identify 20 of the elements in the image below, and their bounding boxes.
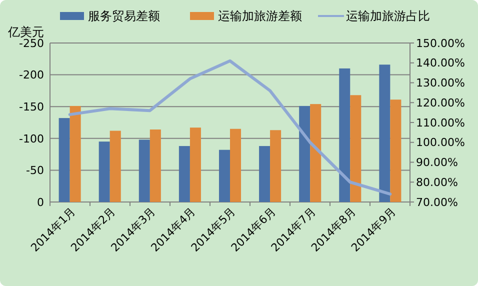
y-tick-label: -200	[19, 68, 44, 82]
y2-tick-label: 70.00%	[416, 196, 458, 209]
legend-label: 运输加旅游差额	[218, 9, 302, 24]
y-axis-title: 亿美元	[7, 25, 44, 39]
y-tick-label: -100	[19, 132, 44, 146]
y2-tick-label: 150.00%	[416, 36, 465, 50]
legend-label: 运输加旅游占比	[346, 9, 430, 24]
line-series	[68, 59, 392, 196]
y-tick-label: -50	[26, 164, 44, 178]
y-tick-label: -150	[19, 100, 44, 114]
y2-tick-label: 140.00%	[416, 56, 465, 70]
legend-label: 服务贸易差额	[88, 9, 160, 24]
y2-tick-label: 120.00%	[416, 96, 465, 110]
y2-tick-label: 130.00%	[416, 76, 465, 90]
y2-tick-label: 110.00%	[416, 116, 465, 130]
y-tick-label: -250	[19, 36, 44, 50]
y-tick-label: 0	[37, 196, 44, 209]
y2-tick-label: 100.00%	[416, 136, 465, 150]
y2-tick-label: 90.00%	[416, 156, 458, 170]
y2-tick-label: 80.00%	[416, 176, 458, 189]
